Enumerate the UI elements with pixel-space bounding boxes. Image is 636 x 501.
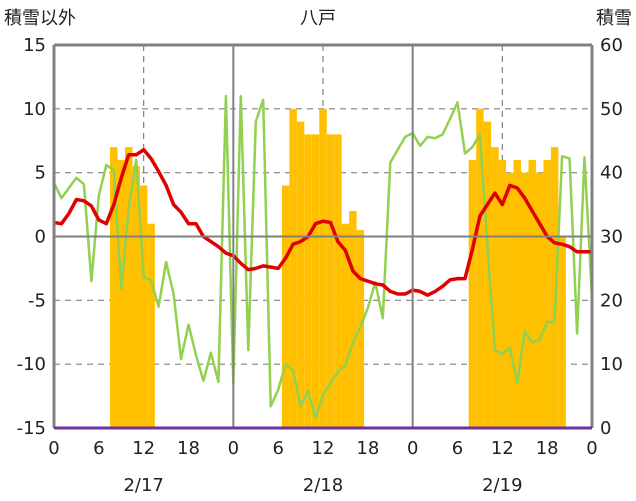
date-label: 2/18 xyxy=(303,475,343,496)
right-tick-label: 30 xyxy=(600,227,623,248)
x-tick-label: 0 xyxy=(407,438,418,459)
left-tick-label: -10 xyxy=(17,354,46,375)
snow-bar xyxy=(132,166,140,429)
snow-bar xyxy=(558,236,566,428)
snow-bar xyxy=(468,159,477,428)
snow-bar xyxy=(341,223,350,428)
right-tick-label: 10 xyxy=(600,354,623,375)
snow-bar xyxy=(311,134,320,428)
snow-bar xyxy=(326,134,335,428)
temperature-line xyxy=(53,147,592,297)
x-tick-label: 0 xyxy=(228,438,239,459)
snow-bar xyxy=(513,159,522,428)
left-tick-label: 0 xyxy=(35,227,46,248)
snow-bar xyxy=(289,108,297,428)
snow-bar xyxy=(476,108,484,428)
snow-bar xyxy=(296,121,305,428)
snow-bar xyxy=(349,210,357,428)
date-label: 2/19 xyxy=(482,475,522,496)
snow-bar xyxy=(498,159,507,428)
x-tick-label: 6 xyxy=(452,438,463,459)
right-tick-label: 50 xyxy=(600,99,623,120)
snow-bar xyxy=(491,147,499,428)
snow-bar xyxy=(550,147,559,428)
series-lines xyxy=(52,94,594,420)
right-tick-label: 0 xyxy=(600,418,611,439)
snow-bar xyxy=(528,159,536,428)
snow-bar xyxy=(521,172,529,428)
snow-bar xyxy=(117,159,125,428)
green-series-line xyxy=(52,94,594,420)
x-tick-label: 12 xyxy=(312,438,335,459)
date-label: 2/17 xyxy=(123,475,163,496)
right-axis-title: 積雪 xyxy=(596,8,632,29)
snow-bar xyxy=(110,147,118,428)
x-tick-label: 6 xyxy=(272,438,283,459)
snow-bar xyxy=(124,147,133,428)
snow-bar xyxy=(506,172,514,428)
snow-bar xyxy=(319,108,327,428)
right-tick-label: 40 xyxy=(600,163,623,184)
x-tick-label: 18 xyxy=(356,438,379,459)
snow-bar xyxy=(483,121,492,428)
x-tick-label: 18 xyxy=(536,438,559,459)
left-axis-ticks: 15 10 5 0 -5 -10 -15 xyxy=(17,35,46,439)
snow-bar xyxy=(281,185,290,428)
left-tick-label: 15 xyxy=(23,35,46,56)
left-tick-label: 5 xyxy=(35,163,46,184)
right-tick-label: 60 xyxy=(600,35,623,56)
x-tick-label: 12 xyxy=(491,438,514,459)
snow-depth-bars xyxy=(110,108,566,429)
snow-bar xyxy=(139,185,148,428)
chart-title: 八戸 xyxy=(300,8,336,29)
plot-frame xyxy=(52,43,594,430)
x-tick-label: 18 xyxy=(177,438,200,459)
snow-bar xyxy=(147,223,155,428)
snow-bar xyxy=(535,172,544,428)
date-labels: 2/17 2/18 2/19 xyxy=(123,475,522,496)
x-tick-label: 12 xyxy=(132,438,155,459)
snow-bar xyxy=(304,134,312,428)
x-tick-label: 0 xyxy=(586,438,597,459)
left-tick-label: -5 xyxy=(28,290,46,311)
x-axis-ticks: 0 6 12 18 0 6 12 18 0 6 12 18 0 xyxy=(48,438,597,459)
left-tick-label: 10 xyxy=(23,99,46,120)
snow-bar xyxy=(334,134,342,428)
snow-bar xyxy=(543,159,551,428)
x-tick-label: 6 xyxy=(93,438,104,459)
left-axis-title: 積雪以外 xyxy=(4,8,76,29)
x-tick-label: 0 xyxy=(48,438,59,459)
right-axis-ticks: 60 50 40 30 20 10 0 xyxy=(600,35,623,439)
right-tick-label: 20 xyxy=(600,290,623,311)
left-tick-label: -15 xyxy=(17,418,46,439)
